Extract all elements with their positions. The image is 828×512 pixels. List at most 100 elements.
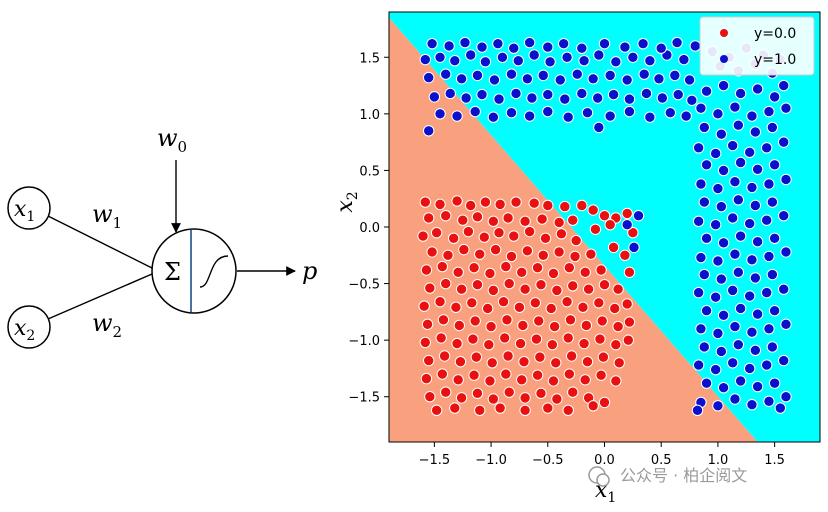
point-class-0 <box>430 404 443 417</box>
point-class-0 <box>621 207 633 220</box>
point-class-1 <box>686 94 698 106</box>
point-class-0 <box>438 350 451 362</box>
point-class-1 <box>528 49 540 61</box>
point-class-1 <box>778 136 790 148</box>
point-class-1 <box>746 326 758 338</box>
point-class-0 <box>567 386 579 398</box>
point-class-0 <box>562 404 574 417</box>
point-class-0 <box>518 355 530 368</box>
point-class-1 <box>763 323 775 335</box>
point-class-0 <box>519 404 531 417</box>
point-class-1 <box>508 42 520 54</box>
point-class-0 <box>619 249 631 261</box>
point-class-0 <box>484 267 496 280</box>
point-class-0 <box>565 350 578 362</box>
point-class-0 <box>547 267 560 280</box>
point-class-0 <box>494 198 506 211</box>
point-class-0 <box>485 320 497 333</box>
point-class-0 <box>612 283 624 295</box>
point-class-0 <box>426 246 438 258</box>
point-class-0 <box>505 250 518 263</box>
point-class-1 <box>749 126 762 138</box>
point-class-1 <box>640 87 653 100</box>
point-class-0 <box>597 351 610 363</box>
point-class-1 <box>492 37 504 50</box>
point-class-1 <box>732 119 745 131</box>
point-class-0 <box>487 393 500 405</box>
point-class-1 <box>692 286 705 299</box>
point-class-0 <box>424 282 436 294</box>
sum-symbol: Σ <box>164 258 181 286</box>
point-class-0 <box>486 357 498 369</box>
point-class-1 <box>671 36 683 49</box>
point-class-0 <box>587 400 599 412</box>
y-axis-label: x2 <box>333 191 361 212</box>
x-tick-label: −1.0 <box>475 453 507 468</box>
point-class-0 <box>516 266 528 278</box>
point-class-1 <box>678 53 690 66</box>
point-class-1 <box>749 272 762 284</box>
legend-box <box>699 16 815 76</box>
point-class-1 <box>695 178 707 190</box>
point-class-1 <box>734 87 747 100</box>
point-class-0 <box>424 391 436 403</box>
point-class-0 <box>501 314 513 326</box>
point-class-0 <box>536 213 548 225</box>
point-class-0 <box>498 332 511 344</box>
x-axis: −1.5 −1.0 −0.5 0.0 0.5 1.0 1.5 <box>419 442 785 468</box>
point-class-0 <box>579 374 591 386</box>
point-class-1 <box>766 268 779 281</box>
point-class-1 <box>655 42 667 54</box>
point-class-0 <box>548 320 561 333</box>
point-class-0 <box>494 402 506 414</box>
legend-label-class-0: y=0.0 <box>754 26 796 42</box>
point-class-1 <box>780 391 792 403</box>
point-class-1 <box>734 230 747 242</box>
point-class-1 <box>571 68 583 80</box>
sigmoid-icon <box>199 255 229 288</box>
point-class-1 <box>619 41 631 53</box>
point-class-1 <box>743 290 756 302</box>
point-class-1 <box>537 69 549 82</box>
point-class-0 <box>436 368 449 380</box>
point-class-1 <box>554 74 566 86</box>
point-class-0 <box>454 355 467 368</box>
point-class-0 <box>468 262 480 274</box>
point-class-1 <box>476 88 488 101</box>
point-class-0 <box>453 319 466 332</box>
edge-input-1 <box>47 215 153 269</box>
point-class-0 <box>466 297 478 309</box>
point-class-1 <box>587 73 599 85</box>
point-class-1 <box>760 286 773 299</box>
point-class-0 <box>519 392 531 404</box>
point-class-1 <box>440 68 452 80</box>
point-class-0 <box>449 402 461 414</box>
point-class-0 <box>529 297 542 309</box>
point-class-1 <box>763 250 775 263</box>
point-class-0 <box>419 196 431 208</box>
point-class-1 <box>542 88 554 101</box>
point-class-1 <box>726 357 739 369</box>
output-label: p <box>302 257 317 285</box>
point-class-0 <box>471 279 484 291</box>
point-class-0 <box>510 196 522 208</box>
point-class-0 <box>418 300 430 312</box>
point-class-1 <box>561 51 573 63</box>
point-class-1 <box>715 345 728 358</box>
point-class-1 <box>743 217 756 230</box>
point-class-1 <box>709 147 722 160</box>
point-class-1 <box>542 41 554 53</box>
point-class-0 <box>547 375 560 387</box>
point-class-1 <box>715 200 728 213</box>
x-tick-label: 0.0 <box>594 453 615 468</box>
point-class-1 <box>763 105 775 118</box>
point-class-0 <box>559 200 571 213</box>
point-class-1 <box>451 110 463 122</box>
point-class-0 <box>607 241 620 254</box>
point-class-0 <box>484 375 496 387</box>
point-class-0 <box>508 230 520 242</box>
point-class-0 <box>462 225 475 238</box>
point-class-1 <box>766 196 779 208</box>
point-class-1 <box>698 268 711 281</box>
point-class-0 <box>447 232 460 245</box>
